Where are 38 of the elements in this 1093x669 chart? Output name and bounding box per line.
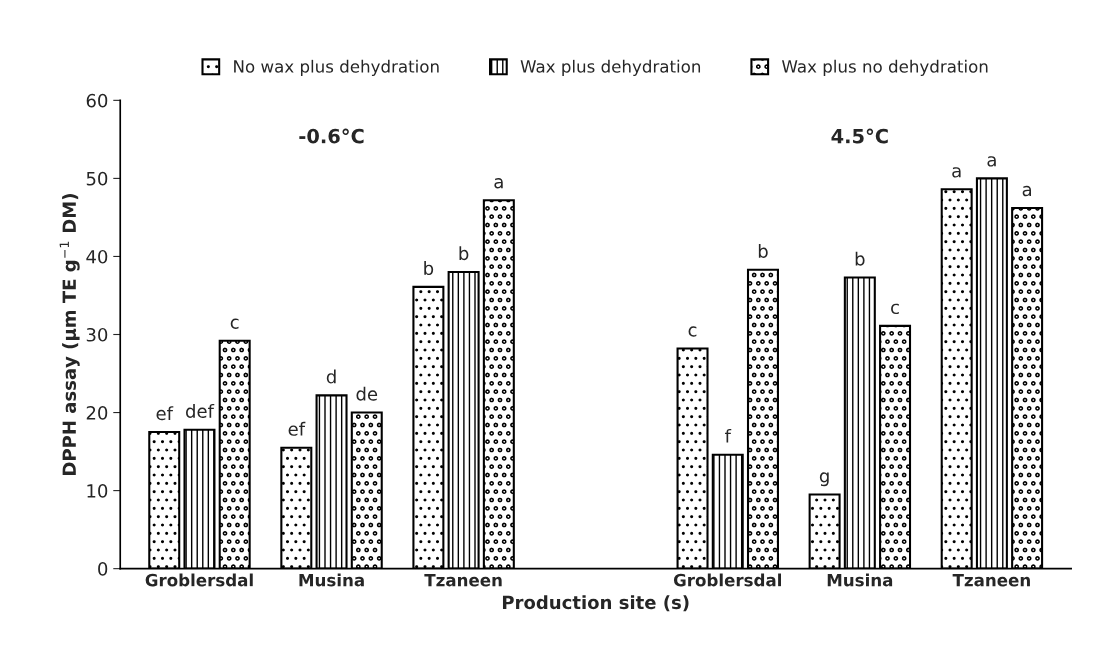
x-tick-label: Tzaneen <box>424 574 502 587</box>
legend-label: Wax plus dehydration <box>520 59 701 76</box>
data-label: b <box>758 243 768 258</box>
data-label: ef <box>156 406 174 421</box>
data-label: def <box>186 403 215 418</box>
y-tick-label: 30 <box>86 327 108 342</box>
legend-label: Wax plus no dehydration <box>781 59 988 76</box>
y-axis-title: DPPH assay (µm TE g$^{−1}$ DM) <box>59 194 80 475</box>
data-label: b <box>459 246 469 261</box>
data-label: de <box>356 386 378 401</box>
data-label: a <box>952 167 961 178</box>
y-tick-label: 40 <box>86 249 108 264</box>
x-tick-label: Tzaneen <box>952 574 1030 587</box>
data-label: c <box>891 303 899 315</box>
data-label: b <box>855 251 865 266</box>
data-label: f <box>724 428 732 443</box>
data-label: c <box>688 326 697 337</box>
data-label: a <box>494 178 503 189</box>
y-tick-label: 10 <box>87 484 108 498</box>
data-label: d <box>326 369 336 384</box>
x-tick-label: Groblersdal <box>673 573 782 587</box>
y-tick-label: 60 <box>86 93 108 108</box>
data-label: a <box>987 156 996 167</box>
annotation: 4.5°C <box>831 128 888 144</box>
x-tick-label: Musina <box>827 573 893 587</box>
y-tick-label: 0 <box>98 562 108 576</box>
data-label: b <box>424 261 434 276</box>
data-label: a <box>1022 185 1032 197</box>
data-label: ef <box>288 421 306 436</box>
x-tick-label: Musina <box>299 573 364 587</box>
y-tick-label: 20 <box>86 406 108 420</box>
data-label: g <box>819 472 829 487</box>
x-tick-label: Groblersdal <box>145 573 253 587</box>
legend-label: No wax plus dehydration <box>234 59 439 76</box>
data-label: c <box>230 318 239 329</box>
x-axis-title: Production site (s) <box>502 595 689 612</box>
annotation: -0.6°C <box>299 128 364 144</box>
y-tick-label: 50 <box>86 171 108 186</box>
